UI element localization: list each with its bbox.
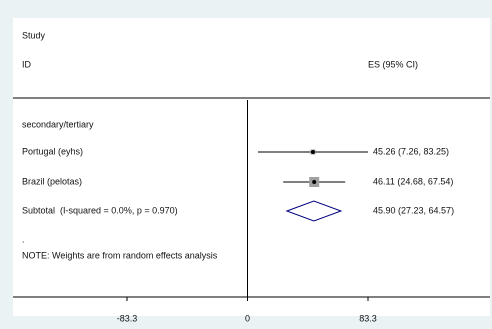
- x-tick-label: 83.3: [359, 313, 377, 323]
- value-label: 46.11 (24.68, 67.54): [373, 176, 453, 186]
- dot: .: [22, 234, 25, 244]
- subtotal-diamond: [285, 200, 343, 222]
- group-label: secondary/tertiary: [22, 119, 94, 129]
- point-estimate: [310, 150, 315, 154]
- point-estimate: [312, 180, 317, 184]
- x-tick-label: -83.3: [117, 313, 138, 323]
- plot-background: [13, 18, 490, 316]
- header-id: ID: [22, 59, 32, 69]
- value-label: 45.90 (27.23, 64.57): [373, 205, 454, 215]
- value-label: 45.26 (7.26, 83.25): [373, 146, 449, 156]
- study-name: Portugal (eyhs): [22, 146, 83, 156]
- header-es: ES (95% CI): [368, 59, 418, 69]
- subtotal-name: Subtotal (I-squared = 0.0%, p = 0.970): [22, 205, 178, 215]
- x-tick-label: 0: [245, 313, 250, 323]
- header-study: Study: [22, 30, 46, 40]
- note: NOTE: Weights are from random effects an…: [22, 250, 218, 260]
- study-name: Brazil (pelotas): [22, 176, 82, 186]
